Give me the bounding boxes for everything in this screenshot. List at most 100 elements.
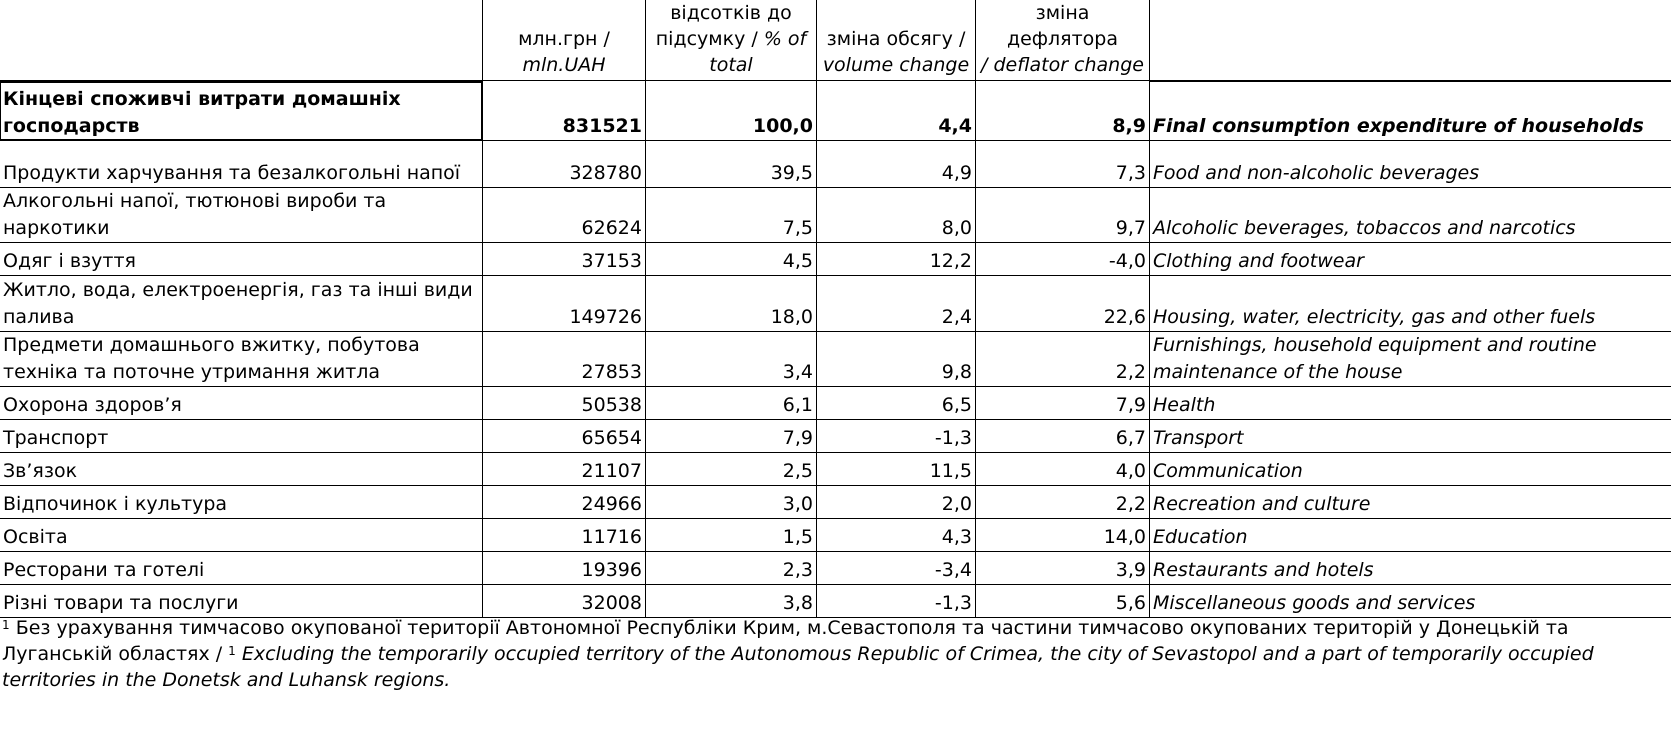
row-label-en: Communication xyxy=(1149,452,1671,486)
table-row: Продукти харчування та безалкогольні нап… xyxy=(0,140,1671,188)
row-value: 37153 xyxy=(482,242,646,276)
header-share-en: % of total xyxy=(709,28,807,76)
header-row: млн.грн / mln.UAH відсотків до підсумку … xyxy=(0,0,1671,82)
header-blank-left xyxy=(0,0,483,82)
header-volume: зміна обсягу / volume change xyxy=(816,0,976,81)
row-volume: 2,0 xyxy=(816,485,976,519)
row-volume: 4,9 xyxy=(816,140,976,188)
row-label-ua: Зв’язок xyxy=(0,452,483,486)
row-deflator: 7,9 xyxy=(975,386,1150,420)
row-share: 6,1 xyxy=(645,386,817,420)
row-deflator: -4,0 xyxy=(975,242,1150,276)
header-deflator-ua: зміна дефлятора xyxy=(1006,2,1119,50)
row-volume: 2,4 xyxy=(816,275,976,332)
row-label-ua: Різні товари та послуги xyxy=(0,584,483,618)
header-share-ua: відсотків до підсумку / xyxy=(655,2,792,50)
row-label-en: Health xyxy=(1149,386,1671,420)
row-share: 4,5 xyxy=(645,242,817,276)
total-volume: 4,4 xyxy=(816,80,976,141)
consumption-table: млн.грн / mln.UAH відсотків до підсумку … xyxy=(0,0,1671,618)
total-label-en: Final consumption expenditure of househo… xyxy=(1149,80,1671,141)
table-row: Ресторани та готелі 19396 2,3 -3,4 3,9 R… xyxy=(0,551,1671,585)
row-volume: 12,2 xyxy=(816,242,976,276)
row-label-ua: Одяг і взуття xyxy=(0,242,483,276)
total-row: Кінцеві споживчі витрати домашніх господ… xyxy=(0,80,1671,141)
row-value: 50538 xyxy=(482,386,646,420)
row-label-en: Recreation and culture xyxy=(1149,485,1671,519)
row-label-ua: Предмети домашнього вжитку, побутова тех… xyxy=(0,331,483,387)
row-value: 62624 xyxy=(482,187,646,243)
row-label-ua: Ресторани та готелі xyxy=(0,551,483,585)
table-row: Одяг і взуття 37153 4,5 12,2 -4,0 Clothi… xyxy=(0,242,1671,276)
footnote-mark: 1 xyxy=(2,618,10,632)
row-value: 27853 xyxy=(482,331,646,387)
footnote-en: Excluding the temporarily occupied terri… xyxy=(2,643,1594,691)
row-share: 7,9 xyxy=(645,419,817,453)
header-value-ua: млн.грн / xyxy=(518,28,610,50)
footnote-mark-en: 1 xyxy=(228,644,236,658)
table-row: Зв’язок 21107 2,5 11,5 4,0 Communication xyxy=(0,452,1671,486)
table-row: Відпочинок і культура 24966 3,0 2,0 2,2 … xyxy=(0,485,1671,519)
total-deflator: 8,9 xyxy=(975,80,1150,141)
row-label-en: Education xyxy=(1149,518,1671,552)
row-share: 1,5 xyxy=(645,518,817,552)
row-share: 3,8 xyxy=(645,584,817,618)
table-row: Предмети домашнього вжитку, побутова тех… xyxy=(0,331,1671,387)
row-volume: -1,3 xyxy=(816,584,976,618)
total-label-ua: Кінцеві споживчі витрати домашніх господ… xyxy=(0,80,483,141)
table-row: Різні товари та послуги 32008 3,8 -1,3 5… xyxy=(0,584,1671,618)
row-deflator: 4,0 xyxy=(975,452,1150,486)
row-value: 19396 xyxy=(482,551,646,585)
header-deflator-en: / deflator change xyxy=(981,54,1144,76)
row-volume: 6,5 xyxy=(816,386,976,420)
row-value: 32008 xyxy=(482,584,646,618)
row-volume: 9,8 xyxy=(816,331,976,387)
table-row: Житло, вода, електроенергія, газ та інші… xyxy=(0,275,1671,332)
row-value: 21107 xyxy=(482,452,646,486)
row-label-en: Miscellaneous goods and services xyxy=(1149,584,1671,618)
total-value: 831521 xyxy=(482,80,646,141)
header-value-en: mln.UAH xyxy=(522,54,606,76)
row-share: 2,5 xyxy=(645,452,817,486)
table-row: Освіта 11716 1,5 4,3 14,0 Education xyxy=(0,518,1671,552)
row-volume: 11,5 xyxy=(816,452,976,486)
row-share: 2,3 xyxy=(645,551,817,585)
row-volume: 8,0 xyxy=(816,187,976,243)
row-deflator: 2,2 xyxy=(975,485,1150,519)
row-deflator: 2,2 xyxy=(975,331,1150,387)
row-deflator: 7,3 xyxy=(975,140,1150,188)
row-label-en: Alcoholic beverages, tobaccos and narcot… xyxy=(1149,187,1671,243)
header-value: млн.грн / mln.UAH xyxy=(482,0,646,81)
row-label-en: Housing, water, electricity, gas and oth… xyxy=(1149,275,1671,332)
row-value: 24966 xyxy=(482,485,646,519)
total-share: 100,0 xyxy=(645,80,817,141)
row-label-ua: Відпочинок і культура xyxy=(0,485,483,519)
row-label-en: Transport xyxy=(1149,419,1671,453)
row-value: 328780 xyxy=(482,140,646,188)
row-label-en: Restaurants and hotels xyxy=(1149,551,1671,585)
row-deflator: 3,9 xyxy=(975,551,1150,585)
row-deflator: 14,0 xyxy=(975,518,1150,552)
row-volume: 4,3 xyxy=(816,518,976,552)
table-row: Алкогольні напої, тютюнові вироби та нар… xyxy=(0,187,1671,243)
row-label-ua: Алкогольні напої, тютюнові вироби та нар… xyxy=(0,187,483,243)
row-label-ua: Транспорт xyxy=(0,419,483,453)
row-volume: -3,4 xyxy=(816,551,976,585)
row-label-en: Food and non-alcoholic beverages xyxy=(1149,140,1671,188)
row-label-ua: Освіта xyxy=(0,518,483,552)
table-row: Охорона здоров’я 50538 6,1 6,5 7,9 Healt… xyxy=(0,386,1671,420)
row-value: 65654 xyxy=(482,419,646,453)
row-deflator: 5,6 xyxy=(975,584,1150,618)
footnote-ua: Без урахування тимчасово окупованої тери… xyxy=(2,617,1569,665)
row-volume: -1,3 xyxy=(816,419,976,453)
row-value: 11716 xyxy=(482,518,646,552)
header-blank-right xyxy=(1149,0,1671,82)
header-deflator: зміна дефлятора / deflator change xyxy=(975,0,1150,81)
row-label-ua: Продукти харчування та безалкогольні нап… xyxy=(0,140,483,188)
row-deflator: 9,7 xyxy=(975,187,1150,243)
row-value: 149726 xyxy=(482,275,646,332)
row-share: 7,5 xyxy=(645,187,817,243)
row-share: 3,0 xyxy=(645,485,817,519)
row-share: 18,0 xyxy=(645,275,817,332)
row-label-ua: Житло, вода, електроенергія, газ та інші… xyxy=(0,275,483,332)
